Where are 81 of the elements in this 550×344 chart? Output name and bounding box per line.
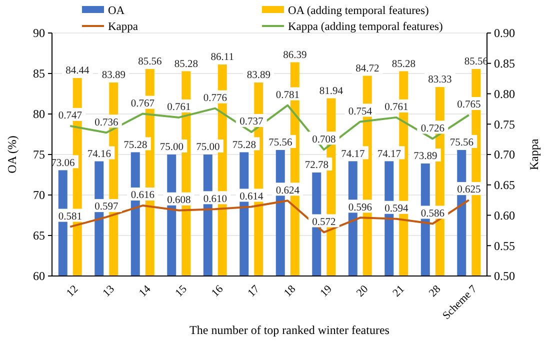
data-label: 0.747 [58, 110, 82, 122]
x-tick-label: 15 [173, 282, 190, 300]
y2-axis-title: Kappa [527, 138, 541, 170]
x-tick-label: 19 [318, 282, 335, 300]
data-label: 0.761 [384, 102, 408, 114]
y-tick-label: 65 [33, 228, 45, 243]
data-label: 75.56 [450, 138, 474, 149]
data-label: 84.72 [356, 63, 380, 74]
data-label: 75.56 [268, 138, 292, 149]
y-tick-label: 90 [33, 26, 45, 40]
y2-tick-label: 0.65 [494, 178, 515, 192]
x-tick-label: 13 [100, 282, 118, 300]
y2-tick-label: 0.55 [494, 238, 515, 253]
data-label: 0.624 [276, 185, 300, 196]
data-label: 0.625 [457, 184, 481, 196]
data-label: 83.89 [246, 70, 270, 82]
x-tick-label: 14 [136, 282, 154, 300]
data-label: 86.39 [283, 50, 307, 61]
data-label: 0.708 [312, 134, 336, 146]
legend-label: Kappa [108, 21, 138, 34]
data-label: 75.00 [196, 142, 220, 154]
data-label: 0.726 [420, 123, 444, 134]
y-tick-label: 70 [33, 188, 45, 202]
x-tick-label: 17 [246, 282, 262, 300]
data-label: 0.737 [240, 116, 264, 128]
x-tick-label: 28 [426, 282, 444, 300]
y2-tick-label: 0.75 [494, 117, 515, 132]
data-label: 73.89 [414, 151, 438, 162]
y2-tick-label: 0.85 [494, 56, 515, 71]
data-label: 85.28 [392, 58, 416, 70]
data-label: 84.44 [66, 66, 90, 77]
x-tick-label: 12 [64, 283, 81, 300]
y2-tick-label: 0.70 [494, 148, 515, 162]
x-tick-label: 21 [390, 283, 407, 300]
y2-tick-label: 0.90 [494, 26, 515, 40]
data-label: 85.56 [138, 56, 162, 68]
data-label: 75.28 [232, 140, 256, 151]
x-axis-title: The number of top ranked winter features [190, 323, 390, 337]
y-tick-label: 80 [33, 107, 45, 122]
data-label: 0.586 [420, 208, 444, 220]
data-label: 75.28 [124, 140, 148, 151]
data-label: 0.581 [58, 211, 82, 222]
data-label: 0.614 [240, 191, 264, 202]
x-tick-label: 20 [354, 282, 372, 300]
data-label: 0.736 [94, 117, 118, 128]
data-label: 0.572 [312, 216, 336, 228]
data-label: 0.765 [457, 100, 481, 111]
data-label: 0.767 [130, 98, 154, 110]
legend-label: OA (adding temporal features) [288, 5, 429, 18]
data-label: 0.597 [94, 202, 118, 213]
data-label: 74.16 [87, 148, 111, 160]
y-tick-label: 75 [33, 148, 45, 162]
y2-tick-label: 0.80 [494, 86, 515, 101]
y-axis-title: OA (%) [5, 136, 19, 174]
data-label: 0.776 [203, 93, 227, 104]
data-label: 75.00 [160, 142, 184, 154]
data-label: 83.33 [428, 74, 452, 86]
data-label: 74.17 [377, 148, 401, 160]
x-tick-label: 16 [209, 282, 226, 300]
y-tick-label: 85 [33, 66, 45, 81]
y2-tick-label: 0.50 [494, 269, 515, 284]
data-label: 0.754 [348, 106, 373, 118]
data-label: 85.28 [174, 58, 198, 70]
y2-tick-label: 0.60 [494, 208, 515, 222]
data-label: 83.89 [102, 70, 126, 82]
data-label: 0.781 [276, 90, 300, 101]
y-tick-label: 60 [33, 269, 45, 284]
data-label: 86.11 [210, 52, 234, 64]
data-label: 72.78 [304, 160, 328, 172]
legend-label: OA [108, 5, 126, 18]
data-label: 74.17 [341, 148, 365, 160]
legend-label: Kappa (adding temporal features) [288, 21, 444, 34]
data-label: 0.610 [203, 194, 227, 205]
data-label: 81.94 [319, 86, 344, 97]
x-tick-label: 18 [282, 282, 299, 300]
data-label: 0.608 [167, 195, 191, 206]
data-label: 0.596 [348, 202, 372, 214]
data-label: 0.594 [384, 204, 409, 215]
data-label: 0.616 [130, 190, 154, 202]
data-label: 73.06 [51, 158, 75, 169]
data-label: 0.761 [167, 102, 191, 114]
